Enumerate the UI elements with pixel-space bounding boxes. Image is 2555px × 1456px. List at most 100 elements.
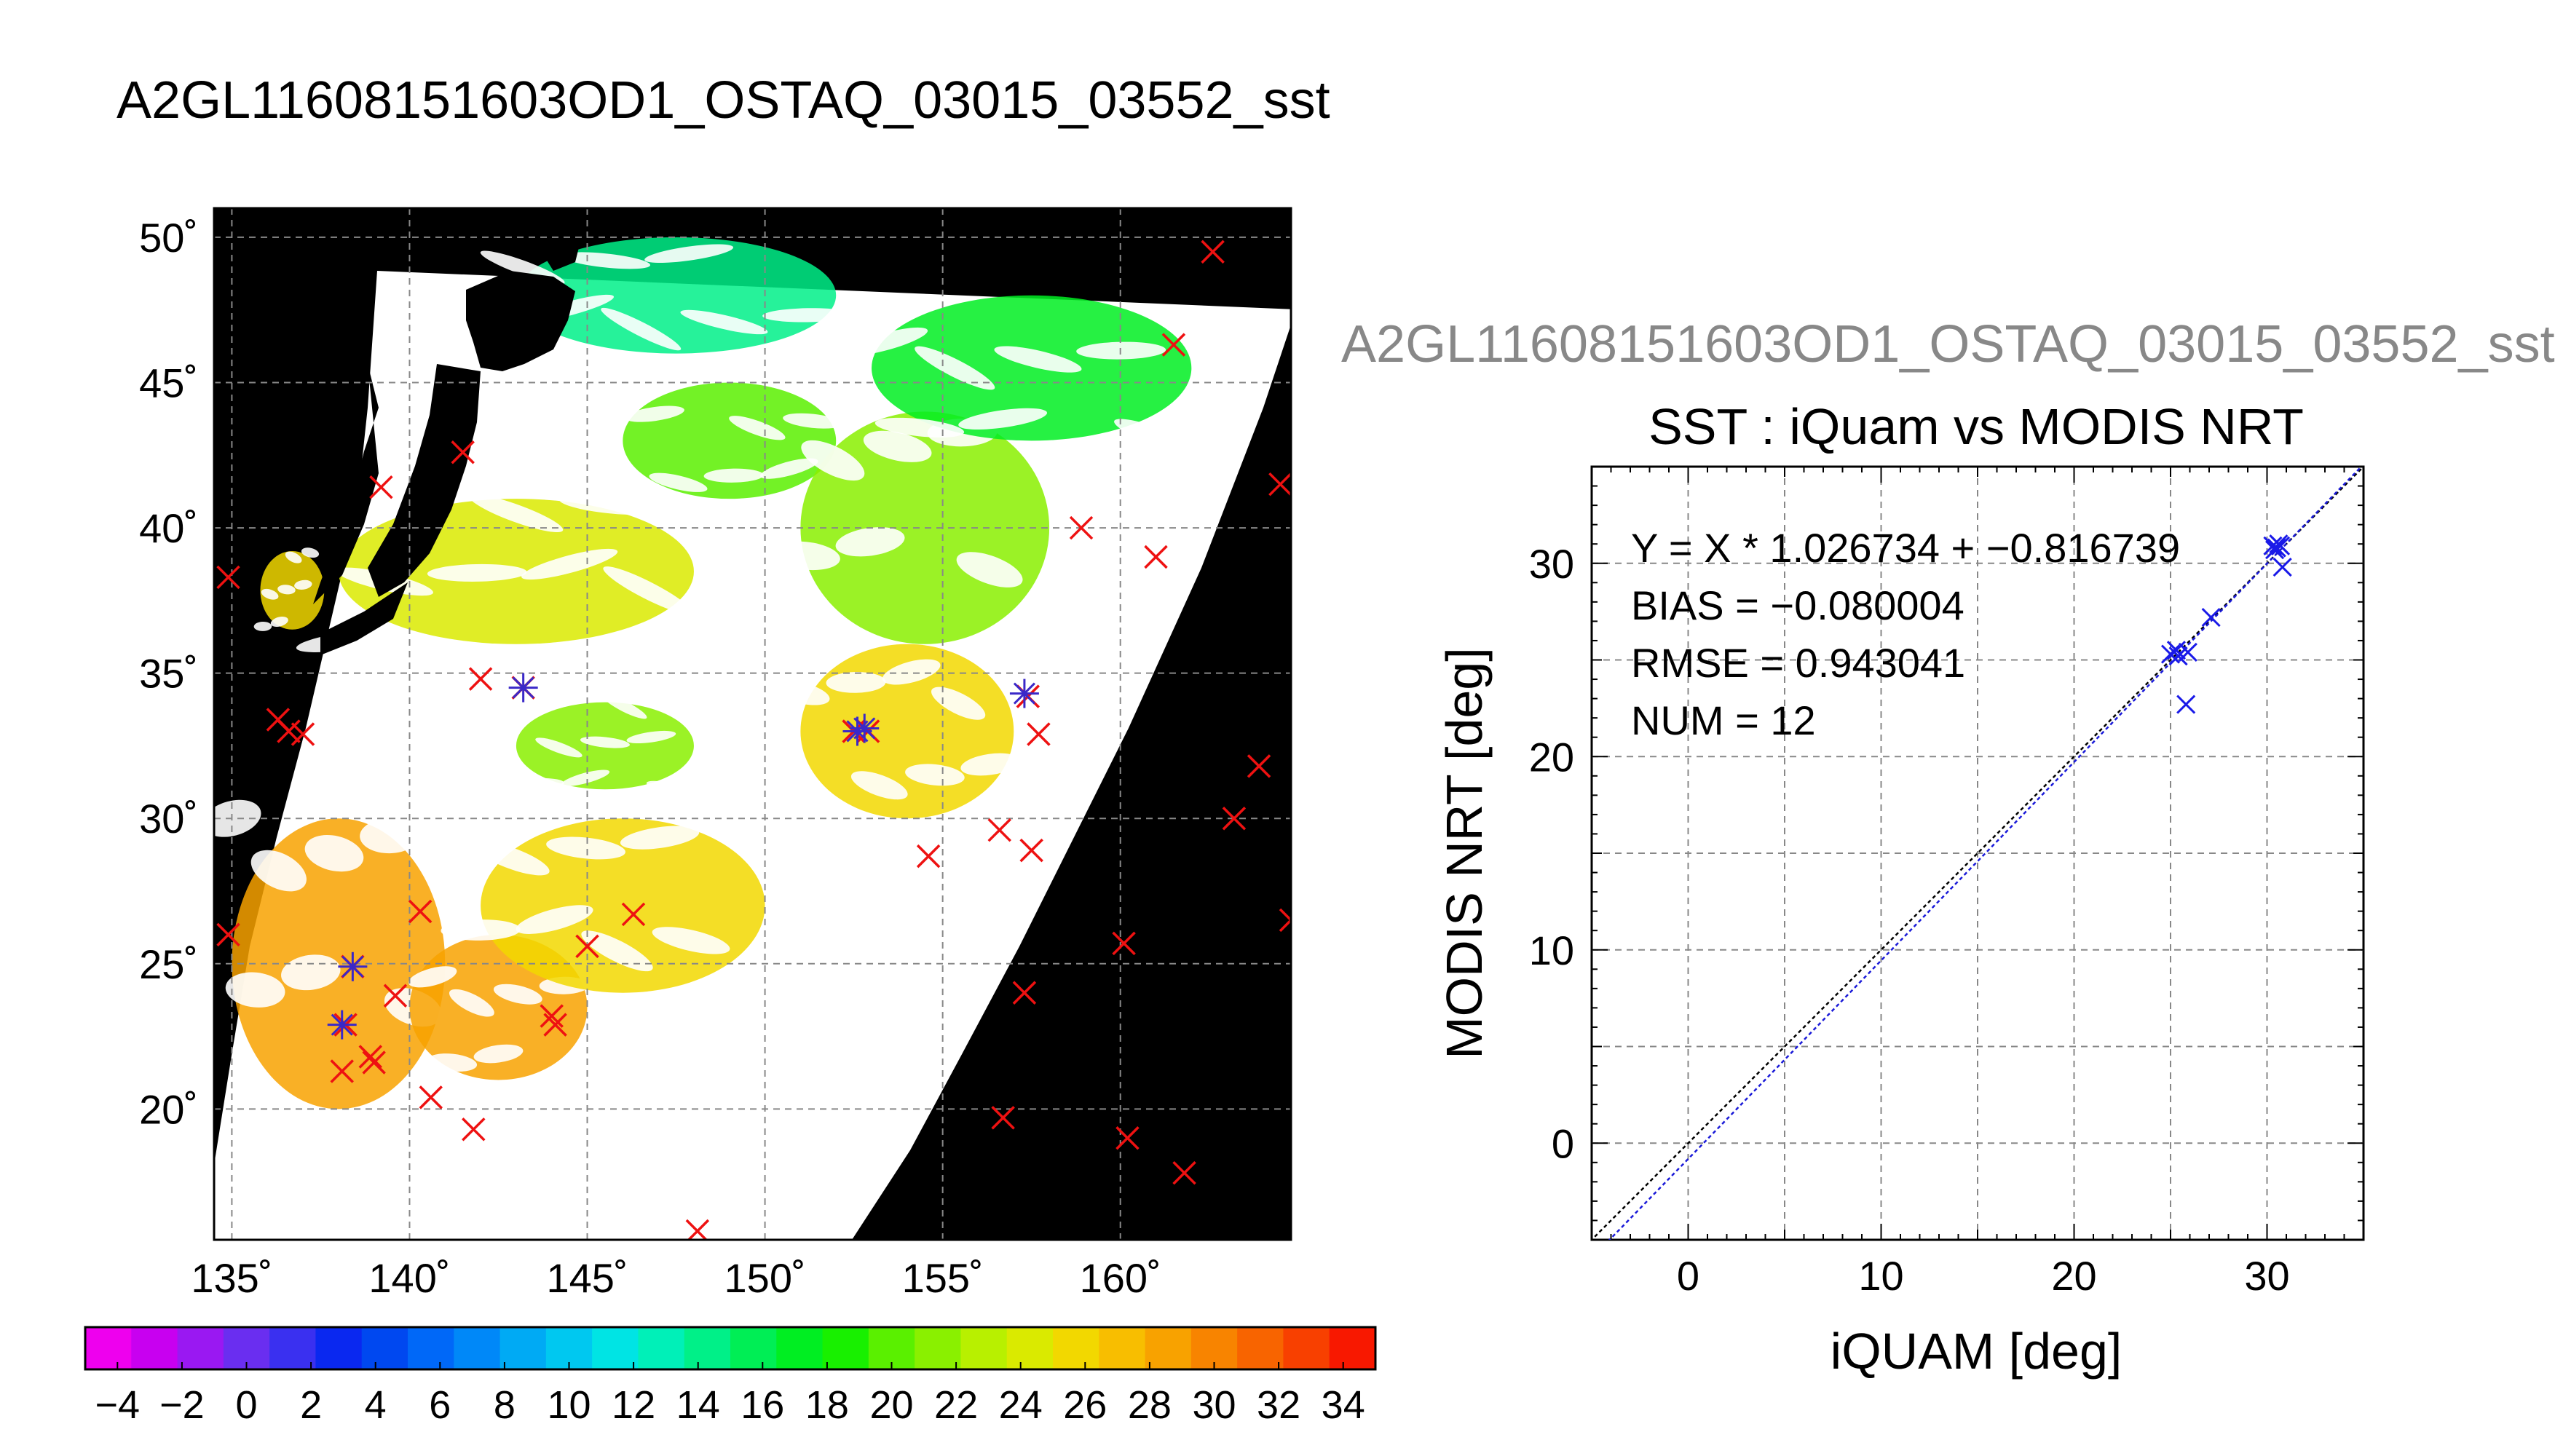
insitu-marker — [1247, 754, 1271, 778]
matchup-marker-stroke — [1013, 682, 1035, 705]
cloud-gap — [783, 413, 842, 429]
cloud-gap — [301, 547, 320, 558]
land-masses — [313, 208, 583, 655]
insitu-marker-stroke — [1268, 472, 1291, 496]
colorbar-frame — [84, 1326, 1377, 1371]
insitu-marker-stroke — [369, 475, 393, 499]
colorbar-tick-label: 22 — [934, 1383, 978, 1427]
insitu-marker — [621, 902, 646, 927]
insitu-marker-stroke — [1144, 545, 1168, 569]
insitu-marker — [330, 1059, 354, 1083]
cloud-gap — [646, 780, 695, 796]
colorbar-tick-label: 28 — [1128, 1383, 1172, 1427]
insitu-marker — [216, 922, 240, 947]
insitu-marker-stroke — [1161, 333, 1186, 357]
insitu-marker-stroke — [383, 984, 408, 1008]
scatter-point-stroke — [2269, 534, 2289, 554]
insitu-marker — [277, 719, 301, 743]
insitu-marker — [1069, 515, 1094, 540]
matchup-marker-stroke — [331, 1013, 353, 1036]
sst-pixel-regions — [214, 237, 1198, 1109]
scatter-axis-ticks: 0 10 20 30 0 10 20 30 — [1529, 466, 2364, 1299]
insitu-marker-stroke — [1222, 806, 1247, 831]
cloud-gap — [535, 737, 583, 758]
scatter-y-tick-label: 30 — [1529, 541, 1574, 587]
cloud-gap — [863, 430, 932, 462]
cloud-gap — [760, 458, 818, 479]
scatter-point — [2201, 608, 2221, 628]
colorbar-tick-label: 14 — [676, 1383, 720, 1427]
cloud-gap — [770, 541, 840, 571]
cloud-gap — [225, 972, 285, 1008]
scatter-x-axis-label: iQUAM [deg] — [1831, 1323, 2122, 1380]
insitu-marker — [1012, 981, 1037, 1005]
cloud-gap — [841, 327, 928, 357]
insitu-marker — [362, 1051, 386, 1075]
colorbar-segment — [915, 1327, 961, 1369]
cloud-gap — [729, 416, 786, 440]
land-hokkaido — [466, 271, 575, 371]
matchup-marker-stroke — [853, 717, 876, 740]
insitu-marker — [1279, 908, 1291, 933]
cloud-gap — [771, 681, 830, 705]
lon-tick-label: 135˚ — [191, 1255, 272, 1301]
lon-tick-label: 150˚ — [724, 1255, 806, 1301]
insitu-marker-stroke — [1069, 515, 1094, 540]
cloud-gap — [261, 588, 279, 600]
colorbar-tick-label: −2 — [159, 1383, 205, 1427]
cloud-gap — [580, 736, 630, 748]
matchup-markers — [327, 673, 1039, 1040]
insitu-marker-stroke — [291, 722, 315, 746]
insitu-marker — [468, 667, 493, 691]
lat-tick-label: 40˚ — [139, 505, 198, 551]
cloud-gap — [560, 1059, 608, 1083]
insitu-marker — [462, 1117, 486, 1142]
cloud-gap — [360, 818, 420, 854]
insitu-marker — [369, 475, 393, 499]
colorbar-segment — [1145, 1327, 1192, 1369]
insitu-marker — [216, 565, 240, 590]
cloud-gap — [602, 694, 647, 719]
colorbar-tick-label: 4 — [365, 1383, 387, 1427]
map-title: A2GL11608151603OD1_OSTAQ_03015_03552_sst — [117, 71, 1330, 130]
cloud-gap — [905, 764, 965, 786]
cloud-gap — [521, 548, 618, 580]
lat-tick-label: 45˚ — [139, 360, 198, 405]
insitu-marker — [291, 722, 315, 746]
insitu-marker — [987, 818, 1011, 842]
colorbar-tick-label: 20 — [869, 1383, 913, 1427]
lon-tick-label: 145˚ — [546, 1255, 628, 1301]
colorbar-segment — [1329, 1327, 1376, 1369]
lon-tick-label: 160˚ — [1080, 1255, 1161, 1301]
insitu-marker — [540, 1004, 564, 1028]
scatter-point — [2168, 646, 2188, 666]
colorbar-tick-label: 6 — [429, 1383, 451, 1427]
cloud-gap — [596, 474, 650, 505]
insitu-marker — [1201, 240, 1225, 264]
cloud-gap — [546, 836, 625, 860]
colorbar-segment — [1237, 1327, 1284, 1369]
colorbar-segment — [1053, 1327, 1099, 1369]
scatter-stats: Y = X * 1.026734 + −0.816739 BIAS = −0.0… — [1631, 525, 2180, 743]
insitu-marker-stroke — [543, 1013, 567, 1037]
insitu-marker-stroke — [1012, 981, 1037, 1005]
cloud-gap — [956, 552, 1023, 587]
cloud-gap — [270, 616, 288, 628]
stats-equation: Y = X * 1.026734 + −0.816739 — [1631, 525, 2180, 571]
cloud-gap — [294, 579, 312, 590]
insitu-marker — [1027, 722, 1051, 746]
colorbar-tick-label: 2 — [300, 1383, 322, 1427]
scatter-point-stroke — [2176, 695, 2196, 714]
insitu-marker — [419, 1085, 443, 1109]
cloud-gap — [561, 769, 610, 786]
cloud-gap — [250, 850, 307, 892]
map-axis-ticks: 20˚ 25˚ 30˚ 35˚ 40˚ 45˚ 50˚ 135˚ 140˚ 145˚ 150˚ 155… — [139, 215, 1161, 1301]
scatter-point-stroke — [2166, 641, 2187, 660]
cloud-gap — [626, 730, 676, 744]
cloud-gap — [652, 927, 730, 954]
lat-tick-label: 25˚ — [139, 941, 198, 987]
insitu-marker-stroke — [330, 1059, 354, 1083]
insitu-marker-stroke — [1027, 722, 1051, 746]
matchup-marker — [338, 951, 368, 981]
